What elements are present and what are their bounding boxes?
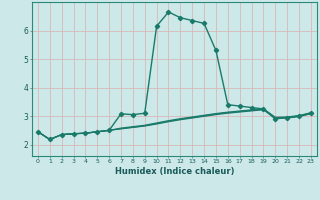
X-axis label: Humidex (Indice chaleur): Humidex (Indice chaleur) <box>115 167 234 176</box>
